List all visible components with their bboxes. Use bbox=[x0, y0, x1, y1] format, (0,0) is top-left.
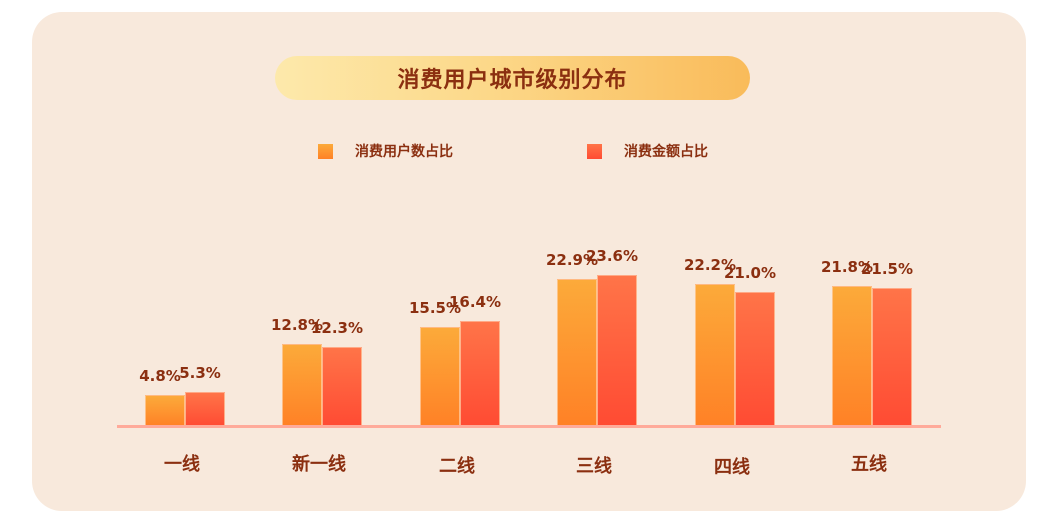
bar-amount bbox=[322, 347, 362, 426]
value-label: 12.3% bbox=[310, 319, 364, 337]
category-label: 三线 bbox=[576, 456, 612, 477]
value-label: 15.5% bbox=[408, 299, 462, 317]
x-axis-line bbox=[117, 425, 941, 428]
legend-swatch-red-icon bbox=[587, 143, 602, 159]
chart-title: 消费用户城市级别分布 bbox=[397, 68, 628, 93]
bar-amount bbox=[460, 321, 500, 426]
category-label: 新一线 bbox=[292, 454, 346, 475]
category-label: 一线 bbox=[164, 454, 200, 475]
value-label: 21.8% bbox=[820, 258, 874, 276]
category-label: 四线 bbox=[714, 457, 750, 478]
bar-users bbox=[695, 284, 735, 426]
value-label: 22.9% bbox=[545, 251, 599, 269]
legend-label: 消费用户数占比 bbox=[355, 144, 453, 160]
chart-title-banner: 消费用户城市级别分布 bbox=[275, 56, 750, 100]
value-label: 4.8% bbox=[139, 367, 181, 385]
bar-users bbox=[832, 286, 872, 426]
value-label: 12.8% bbox=[270, 316, 324, 334]
bar-users bbox=[557, 279, 597, 426]
legend-item-users: 消费用户数占比 bbox=[318, 141, 453, 161]
legend-swatch-orange-icon bbox=[318, 143, 333, 159]
value-label: 5.3% bbox=[179, 364, 221, 382]
value-label: 16.4% bbox=[448, 293, 502, 311]
value-label: 21.0% bbox=[723, 264, 777, 282]
bar-amount bbox=[185, 392, 225, 426]
category-label: 二线 bbox=[439, 456, 475, 477]
value-label: 23.6% bbox=[585, 247, 639, 265]
legend-item-amount: 消费金额占比 bbox=[587, 141, 708, 161]
bar-amount bbox=[735, 292, 775, 426]
bar-amount bbox=[872, 288, 912, 426]
category-label: 五线 bbox=[851, 454, 887, 475]
bar-amount bbox=[597, 275, 637, 426]
legend-label: 消费金额占比 bbox=[624, 144, 708, 160]
bar-users bbox=[420, 327, 460, 426]
bar-users bbox=[145, 395, 185, 426]
value-label: 22.2% bbox=[683, 256, 737, 274]
value-label: 21.5% bbox=[860, 260, 914, 278]
bar-users bbox=[282, 344, 322, 426]
